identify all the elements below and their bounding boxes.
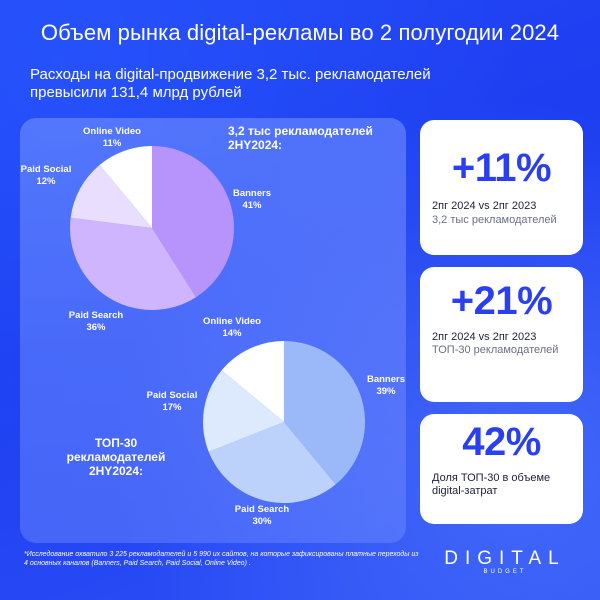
pie-slice-banners bbox=[152, 146, 234, 298]
pie-slice-online-video bbox=[221, 341, 284, 422]
slice-value-label: 30% bbox=[252, 516, 272, 527]
stat-line2-2: ТОП-30 рекламодателей bbox=[432, 344, 559, 356]
stat-value-2: +21% bbox=[450, 279, 553, 323]
chart2-title: ТОП-30 рекламодателей 2HY2024: bbox=[66, 436, 166, 478]
stat-card-3: 42% Доля ТОП-30 в объеме digital-затрат bbox=[420, 414, 583, 524]
stat-line2-3: digital-затрат bbox=[432, 485, 498, 497]
footnote: *Исследование охватило 3 225 рекламодате… bbox=[24, 551, 419, 567]
slice-value-label: 17% bbox=[162, 402, 182, 413]
slice-value-label: 14% bbox=[222, 328, 242, 339]
slice-label: Banners bbox=[367, 374, 405, 385]
slice-value-label: 36% bbox=[86, 322, 106, 333]
page-title: Объем рынка digital-рекламы во 2 полугод… bbox=[40, 20, 560, 45]
stat-line1-3: Доля ТОП-30 в объеме bbox=[432, 472, 551, 484]
brand-logo: DIGITAL BUDGET bbox=[440, 548, 570, 575]
pie-slice-paid-search bbox=[70, 217, 196, 310]
stat-line2-1: 3,2 тыс рекламодателей bbox=[432, 214, 557, 226]
slice-value-label: 12% bbox=[36, 176, 56, 187]
slice-label: Paid Search bbox=[235, 504, 290, 515]
slice-label: Online Video bbox=[83, 126, 141, 137]
stat-line1-1: 2пг 2024 vs 2пг 2023 bbox=[432, 200, 537, 212]
slice-value-label: 41% bbox=[242, 200, 262, 211]
slice-label: Paid Social bbox=[21, 164, 72, 175]
logo-sub-text: BUDGET bbox=[483, 569, 527, 575]
chart1-title: 3,2 тыс рекламодателей 2HY2024: bbox=[228, 124, 373, 152]
slice-label: Online Video bbox=[203, 316, 261, 327]
stat-value-3: 42% bbox=[462, 420, 541, 464]
pie-slice-paid-social bbox=[70, 164, 152, 228]
slice-value-label: 39% bbox=[376, 386, 396, 397]
slice-label: Paid Social bbox=[147, 390, 198, 401]
slice-label: Banners bbox=[233, 188, 271, 199]
pie-slice-banners bbox=[284, 341, 365, 485]
stat-value-1: +11% bbox=[451, 146, 552, 190]
slice-value-label: 11% bbox=[103, 138, 122, 149]
logo-main-text: DIGITAL bbox=[444, 548, 566, 569]
pie-slice-paid-search bbox=[208, 422, 336, 503]
pie-slice-online-video bbox=[99, 146, 152, 228]
slice-label: Paid Search bbox=[69, 310, 124, 321]
page-subtitle: Расходы на digital-продвижение 3,2 тыс. … bbox=[30, 66, 431, 101]
stat-card-1: +11% 2пг 2024 vs 2пг 2023 3,2 тыс реклам… bbox=[420, 120, 583, 255]
pie-slice-paid-social bbox=[203, 370, 284, 452]
stat-card-2: +21% 2пг 2024 vs 2пг 2023 ТОП-30 рекламо… bbox=[420, 267, 583, 402]
stat-line1-2: 2пг 2024 vs 2пг 2023 bbox=[432, 331, 537, 343]
